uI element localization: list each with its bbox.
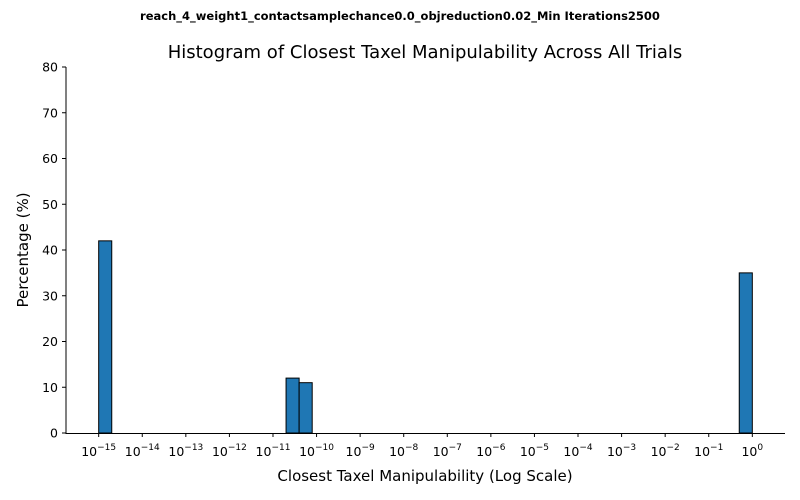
x-tick-exponent: −6 xyxy=(492,443,506,453)
x-tick-base: 10 xyxy=(346,444,362,459)
x-tick-base: 10 xyxy=(476,444,492,459)
x-tick-base: 10 xyxy=(694,444,710,459)
x-tick-base: 10 xyxy=(81,444,97,459)
y-tick-label: 60 xyxy=(42,151,58,166)
y-tick-label: 10 xyxy=(42,380,58,395)
x-tick-exponent: −1 xyxy=(710,443,723,453)
y-tick-label: 40 xyxy=(42,243,58,258)
x-tick-base: 10 xyxy=(212,444,228,459)
x-tick-label: 10−6 xyxy=(476,443,505,459)
y-tick-label: 80 xyxy=(42,60,58,75)
x-tick-exponent: −12 xyxy=(228,443,247,453)
x-tick-label: 10−7 xyxy=(433,443,462,459)
x-tick-exponent: −8 xyxy=(405,443,419,453)
x-tick-label: 10−11 xyxy=(256,443,291,459)
histogram-bar-1 xyxy=(285,377,300,434)
chart-title: Histogram of Closest Taxel Manipulabilit… xyxy=(168,42,683,63)
x-tick-label: 10−5 xyxy=(520,443,549,459)
x-tick-label: 10−4 xyxy=(563,443,592,459)
x-tick-label: 10−3 xyxy=(607,443,636,459)
x-tick-label: 10−1 xyxy=(694,443,723,459)
y-tick-label: 0 xyxy=(50,426,58,441)
y-tick-label: 30 xyxy=(42,288,58,303)
x-tick-label: 10−14 xyxy=(125,443,160,459)
x-tick-label: 10−15 xyxy=(81,443,116,459)
x-axis-ticks: 10−15 10−14 10−13 10−12 10−11 10−10 10−9 10−8 10… xyxy=(81,433,763,459)
x-tick-exponent: −7 xyxy=(449,443,462,453)
y-tick-label: 70 xyxy=(42,105,58,120)
histogram-bar-2 xyxy=(298,382,313,434)
x-tick-base: 10 xyxy=(563,444,579,459)
x-tick-label: 10−9 xyxy=(346,443,375,459)
x-tick-exponent: −9 xyxy=(361,443,375,453)
x-tick-base: 10 xyxy=(607,444,623,459)
y-tick-label: 50 xyxy=(42,197,58,212)
x-tick-exponent: −14 xyxy=(141,443,160,453)
histogram-bar-3 xyxy=(738,272,753,434)
x-tick-exponent: −13 xyxy=(184,443,203,453)
x-tick-exponent: −3 xyxy=(623,443,636,453)
y-axis-ticks: 0 10 20 30 40 50 60 70 80 xyxy=(42,60,66,441)
x-tick-base: 10 xyxy=(168,444,184,459)
x-tick-label: 10−12 xyxy=(212,443,247,459)
x-tick-base: 10 xyxy=(125,444,141,459)
x-tick-base: 10 xyxy=(651,444,667,459)
x-tick-exponent: −10 xyxy=(315,443,334,453)
x-tick-base: 10 xyxy=(389,444,405,459)
y-tick-label: 20 xyxy=(42,334,58,349)
x-tick-exponent: −5 xyxy=(536,443,549,453)
x-tick-label: 10−2 xyxy=(651,443,680,459)
x-tick-exponent: −2 xyxy=(666,443,679,453)
x-tick-base: 10 xyxy=(299,444,315,459)
x-tick-exponent: −11 xyxy=(271,443,290,453)
x-tick-label: 10−10 xyxy=(299,443,334,459)
x-tick-exponent: −4 xyxy=(579,443,593,453)
bars-layer xyxy=(98,240,753,434)
x-tick-exponent: 0 xyxy=(757,443,763,453)
x-tick-label: 10−13 xyxy=(168,443,203,459)
figure-suptitle: reach_4_weight1_contactsamplechance0.0_o… xyxy=(140,9,660,24)
x-tick-base: 10 xyxy=(256,444,272,459)
histogram-bar-0 xyxy=(98,240,113,434)
x-tick-label: 10−8 xyxy=(389,443,418,459)
x-tick-exponent: −15 xyxy=(97,443,116,453)
x-tick-base: 10 xyxy=(520,444,536,459)
x-tick-label: 100 xyxy=(741,443,763,459)
y-axis-label: Percentage (%) xyxy=(14,192,32,307)
x-tick-base: 10 xyxy=(741,444,757,459)
x-axis-label: Closest Taxel Manipulability (Log Scale) xyxy=(277,467,572,485)
x-tick-base: 10 xyxy=(433,444,449,459)
